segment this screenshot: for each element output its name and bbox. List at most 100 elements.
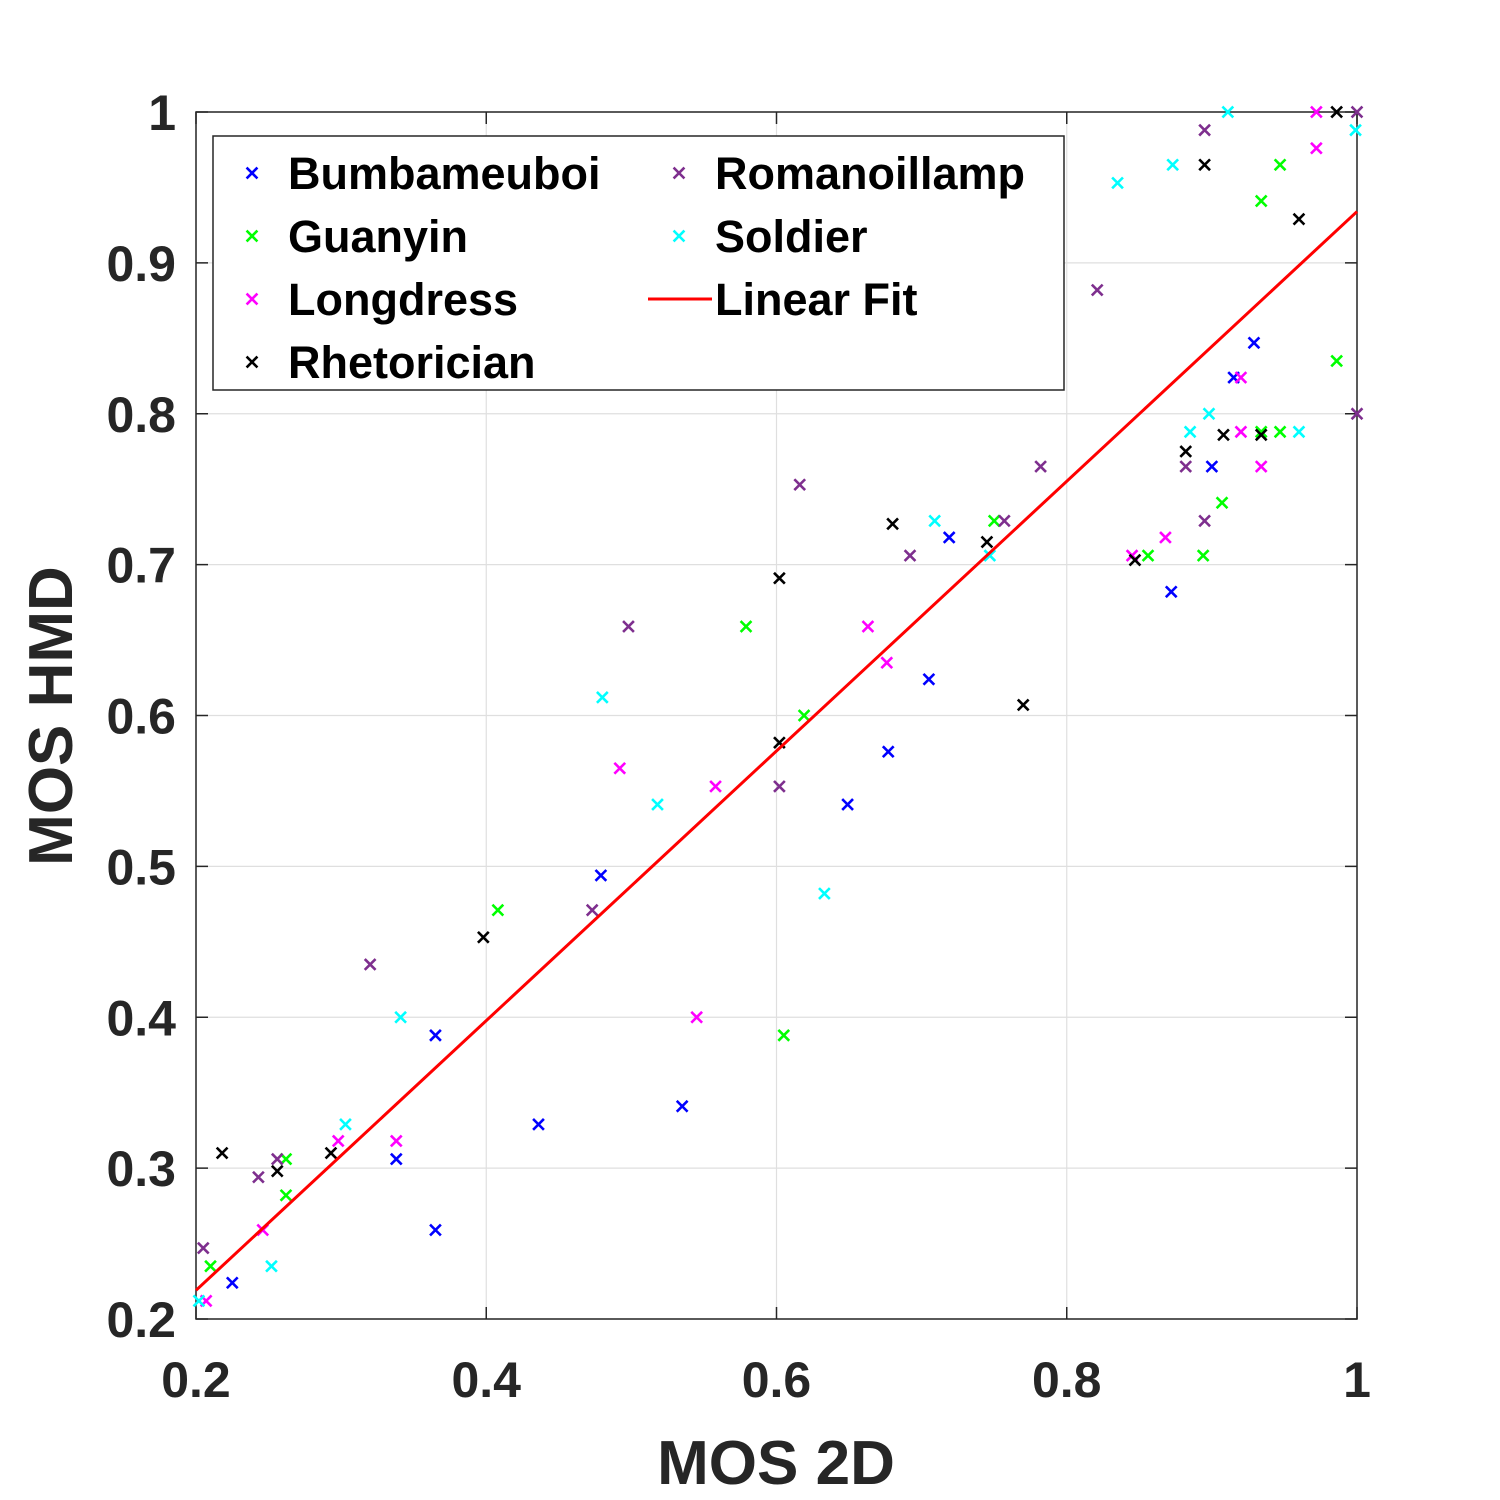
- data-point: [922, 672, 936, 686]
- data-point: [1234, 371, 1248, 384]
- data-point: [1183, 425, 1197, 439]
- data-point: [841, 798, 854, 811]
- legend: Bumbameuboi Guanyin Longdress Rhetorician Ro…: [212, 135, 1065, 391]
- data-point: [861, 620, 875, 633]
- data-point: [1215, 496, 1229, 510]
- data-point: [983, 549, 997, 562]
- y-tick-label: 0.5: [106, 839, 176, 895]
- data-point: [1350, 105, 1364, 119]
- series-soldier: [192, 105, 1362, 1308]
- x-tick-label: 0.8: [1032, 1352, 1102, 1408]
- legend-label: Guanyin: [288, 211, 468, 262]
- data-point: [622, 620, 635, 633]
- data-point: [980, 535, 994, 549]
- data-point: [1349, 123, 1362, 137]
- data-point: [1198, 123, 1211, 137]
- x-tick-label: 0.2: [161, 1352, 231, 1408]
- data-point: [1254, 194, 1268, 208]
- data-points: [192, 105, 1364, 1308]
- data-point: [1198, 514, 1211, 528]
- data-point: [596, 691, 609, 704]
- linear-fit: [194, 210, 1359, 1292]
- data-point: [1141, 549, 1155, 562]
- legend-label: Soldier: [715, 211, 868, 262]
- data-point: [331, 1134, 345, 1148]
- data-point: [192, 1294, 206, 1308]
- data-point: [1292, 425, 1306, 439]
- legend-marker: [245, 166, 259, 180]
- data-point: [279, 1152, 293, 1166]
- x-tick-label: 0.6: [742, 1352, 812, 1408]
- data-point: [818, 887, 831, 900]
- data-point: [196, 1241, 210, 1255]
- data-point: [880, 656, 894, 670]
- data-point: [1164, 585, 1178, 599]
- data-point: [1234, 425, 1248, 439]
- data-point: [477, 930, 490, 944]
- data-point: [881, 745, 895, 759]
- x-tick-label: 0.4: [451, 1352, 521, 1408]
- data-point: [773, 780, 786, 793]
- data-point: [429, 1223, 442, 1237]
- data-point: [690, 1010, 704, 1024]
- data-point: [1205, 460, 1219, 473]
- data-point: [252, 1170, 265, 1184]
- y-tick-label: 0.8: [106, 387, 176, 443]
- legend-marker: [672, 166, 686, 180]
- data-point: [903, 549, 917, 562]
- data-point: [389, 1134, 403, 1148]
- legend-label: Bumbameuboi: [288, 148, 601, 199]
- data-point: [215, 1146, 229, 1160]
- data-point: [594, 869, 608, 882]
- legend-label: Romanoillamp: [715, 148, 1025, 199]
- data-point: [1202, 407, 1216, 421]
- data-point: [675, 1099, 689, 1113]
- data-point: [491, 903, 505, 917]
- data-point: [1221, 105, 1235, 119]
- data-point: [1196, 549, 1210, 562]
- series-romanoillamp: [196, 105, 1364, 1255]
- y-tick-label: 0.2: [106, 1292, 176, 1348]
- data-point: [585, 903, 599, 917]
- x-tick-label: 1: [1343, 1352, 1371, 1408]
- data-point: [394, 1010, 407, 1024]
- series-guanyin: [204, 158, 1344, 1273]
- data-point: [793, 478, 807, 491]
- y-axis-label: MOS HMD: [17, 566, 86, 866]
- axis-ticks: 0.2 0.4 0.6 0.8 1 0.2 0.3 0.4 0.5 0.6 0.7 0.8 0.9 1: [106, 85, 1370, 1408]
- data-point: [1090, 283, 1104, 297]
- y-tick-label: 0.7: [106, 538, 176, 594]
- data-point: [1273, 425, 1287, 439]
- data-point: [1273, 158, 1287, 172]
- data-point: [709, 780, 722, 793]
- data-point: [1310, 141, 1323, 155]
- data-point: [886, 517, 899, 531]
- data-point: [739, 620, 753, 633]
- data-point: [1247, 336, 1261, 350]
- legend-label: Longdress: [288, 274, 518, 325]
- data-point: [270, 1164, 284, 1178]
- y-tick-label: 0.4: [106, 990, 176, 1046]
- data-point: [1111, 176, 1124, 190]
- data-point: [1034, 460, 1047, 473]
- legend-label: Linear Fit: [715, 274, 918, 325]
- series-bumbameuboi: [225, 336, 1261, 1290]
- data-point: [225, 1276, 239, 1290]
- x-axis-label: MOS 2D: [657, 1429, 895, 1498]
- data-point: [613, 761, 627, 775]
- data-point: [1254, 425, 1268, 439]
- data-point: [1350, 407, 1364, 421]
- data-point: [1254, 460, 1268, 473]
- data-point: [1292, 212, 1306, 226]
- data-point: [998, 514, 1011, 528]
- data-point: [324, 1146, 338, 1160]
- data-point: [279, 1188, 293, 1202]
- series-rhetorician: [215, 105, 1344, 1178]
- data-point: [773, 571, 786, 585]
- legend-box: [212, 135, 1065, 391]
- data-point: [389, 1152, 403, 1166]
- data-point: [429, 1029, 442, 1042]
- data-point: [1217, 428, 1230, 442]
- y-tick-label: 0.9: [106, 236, 176, 292]
